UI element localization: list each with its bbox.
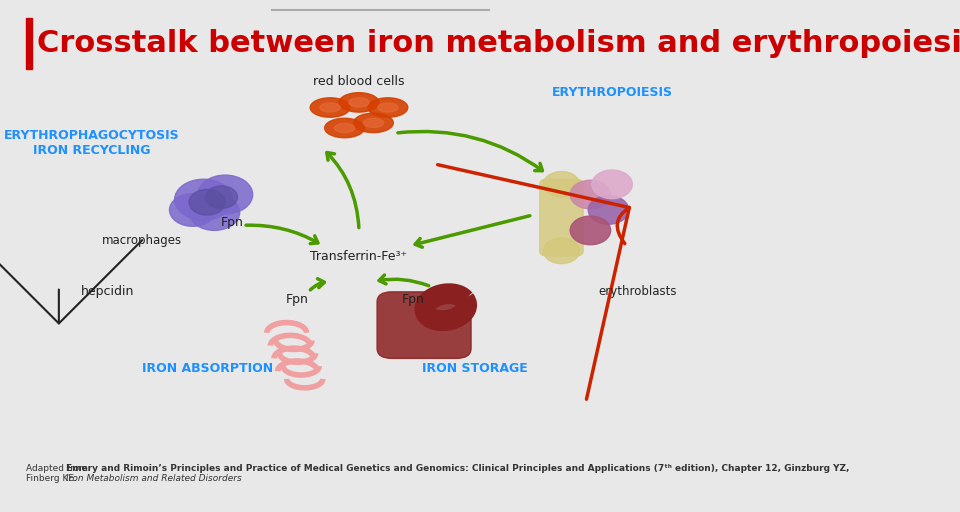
Ellipse shape [363, 118, 384, 127]
Text: Fpn: Fpn [286, 293, 309, 306]
Text: ERYTHROPOIESIS: ERYTHROPOIESIS [552, 86, 673, 99]
Circle shape [170, 194, 216, 226]
Ellipse shape [368, 98, 408, 117]
Text: Finberg KE.: Finberg KE. [26, 474, 84, 483]
Bar [26, 18, 32, 69]
Text: ERYTHROPHAGOCYTOSIS
IRON RECYCLING: ERYTHROPHAGOCYTOSIS IRON RECYCLING [4, 130, 180, 157]
Text: erythroblasts: erythroblasts [598, 285, 677, 298]
Ellipse shape [324, 118, 365, 138]
Ellipse shape [320, 103, 340, 112]
Circle shape [570, 216, 611, 245]
Circle shape [570, 180, 611, 209]
Text: Transferrin-Fe³⁺: Transferrin-Fe³⁺ [310, 249, 408, 263]
Ellipse shape [339, 93, 379, 112]
Text: Emery and Rimoin’s Principles and Practice of Medical Genetics and Genomics: Cli: Emery and Rimoin’s Principles and Practi… [66, 464, 850, 473]
Text: macrophages: macrophages [102, 234, 182, 247]
Text: red blood cells: red blood cells [313, 75, 405, 89]
Ellipse shape [353, 113, 394, 133]
Circle shape [175, 179, 232, 220]
Circle shape [543, 172, 580, 197]
FancyBboxPatch shape [540, 179, 583, 256]
FancyBboxPatch shape [377, 292, 471, 358]
Circle shape [198, 175, 252, 214]
Circle shape [189, 189, 226, 215]
Circle shape [592, 170, 633, 199]
Circle shape [588, 196, 629, 224]
Ellipse shape [348, 98, 369, 107]
Ellipse shape [334, 123, 354, 133]
Text: Iron Metabolism and Related Disorders: Iron Metabolism and Related Disorders [66, 474, 242, 483]
Circle shape [205, 186, 237, 208]
Text: Adapted from: Adapted from [26, 464, 91, 473]
Circle shape [189, 195, 240, 230]
Text: Fpn: Fpn [221, 216, 244, 229]
Text: hepcidin: hepcidin [81, 285, 134, 298]
Text: IRON ABSORPTION: IRON ABSORPTION [141, 362, 273, 375]
Ellipse shape [310, 98, 350, 117]
Circle shape [543, 238, 580, 264]
Text: Crosstalk between iron metabolism and erythropoiesis: Crosstalk between iron metabolism and er… [37, 29, 960, 58]
Text: IRON STORAGE: IRON STORAGE [421, 362, 528, 375]
Text: Fpn: Fpn [402, 293, 424, 306]
Ellipse shape [378, 103, 398, 112]
